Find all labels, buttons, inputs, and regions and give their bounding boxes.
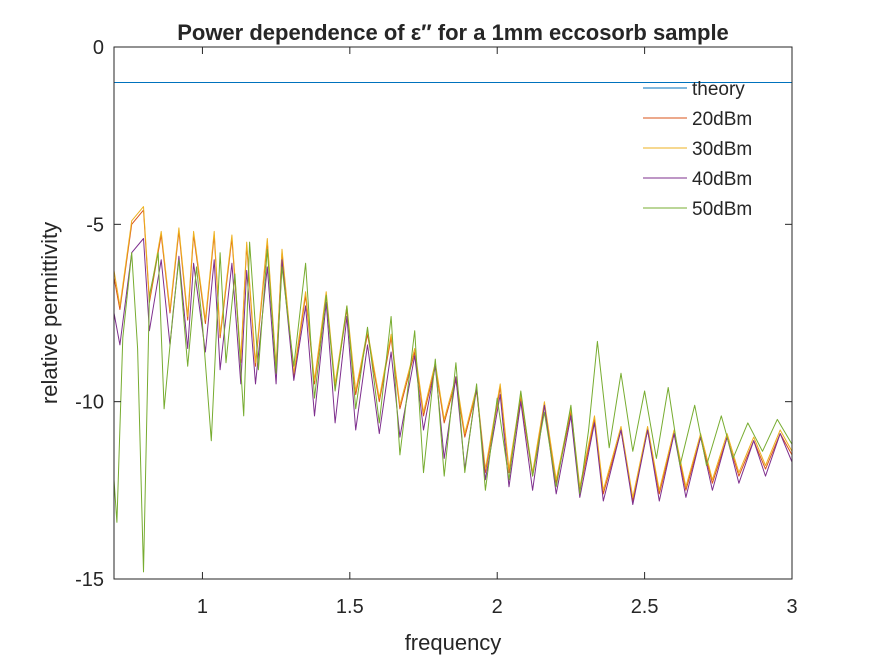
y-tick-label: -15 bbox=[75, 569, 104, 591]
series-line-50dbm bbox=[113, 241, 793, 573]
legend-label: 30dBm bbox=[692, 139, 752, 160]
legend-label: 40dBm bbox=[692, 169, 752, 190]
legend-label: 50dBm bbox=[692, 199, 752, 220]
x-tick-label: 1 bbox=[197, 596, 208, 618]
x-tick-label: 2 bbox=[492, 596, 503, 618]
x-tick-label: 3 bbox=[786, 596, 797, 618]
y-tick-label: 0 bbox=[93, 37, 104, 59]
plot-background bbox=[114, 47, 792, 579]
x-axis-label: frequency bbox=[405, 630, 502, 655]
series-line-30dbm bbox=[113, 206, 793, 498]
plot-area: 1 1.5 2 2.5 3 0 -5 -10 -15 bbox=[75, 37, 797, 618]
legend-label: theory bbox=[692, 79, 745, 100]
y-axis-label: relative permittivity bbox=[37, 222, 62, 404]
y-tick-label: -10 bbox=[75, 392, 104, 414]
legend: theory 20dBm 30dBm 40dBm 50dBm bbox=[643, 79, 752, 220]
x-tick-label: 2.5 bbox=[631, 596, 659, 618]
plot-frame bbox=[113, 46, 793, 580]
x-tick-label: 1.5 bbox=[336, 596, 364, 618]
series-line-40dbm bbox=[113, 238, 793, 505]
chart-title: Power dependence of ε″ for a 1mm eccosor… bbox=[177, 20, 729, 45]
legend-label: 20dBm bbox=[692, 109, 752, 130]
y-tick-label: -5 bbox=[86, 214, 104, 236]
series-layer bbox=[113, 82, 793, 573]
